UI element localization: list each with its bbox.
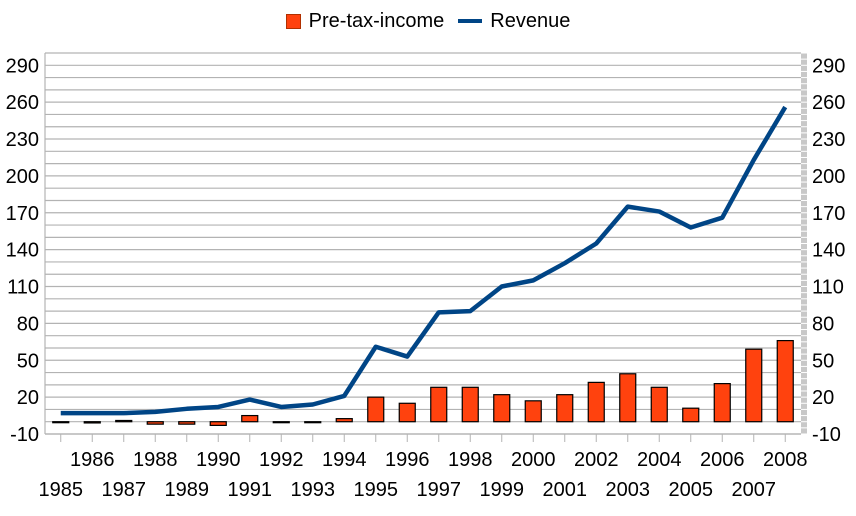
y-tick-label-right: -10 [812,424,841,446]
y-tick-label-left: 20 [17,387,39,409]
x-tick-label: 1999 [480,479,525,501]
x-tick-label: 1990 [196,449,241,471]
y-tick-label-right: 110 [812,277,844,299]
legend-item-revenue[interactable]: Revenue [458,10,570,33]
y-tick-label-left: 200 [6,166,39,188]
x-tick-label: 2001 [543,479,588,501]
x-tick-label: 1986 [70,449,115,471]
legend-label-pre-tax-income: Pre-tax-income [308,9,445,32]
y-tick-label-left: -10 [10,424,39,446]
y-tick-label-left: 80 [17,313,39,335]
bar-pre-tax-income [398,402,416,423]
x-tick-label: 2000 [511,449,556,471]
y-tick-label-right: 200 [812,166,845,188]
x-tick-label: 1997 [417,479,462,501]
bar-pre-tax-income [241,414,259,423]
legend: Pre-tax-income Revenue [0,7,856,35]
x-tick-label: 1998 [448,449,493,471]
y-tick-label-right: 260 [812,92,845,114]
x-tick-label: 2007 [732,479,777,501]
x-tick-label: 1991 [228,479,273,501]
revenue-line-group [60,105,788,416]
y-axis-left-labels: -10 20 50 80 110 140 170 200 230 260 290 [6,55,39,446]
x-tick-label: 1994 [322,449,367,471]
y-tick-label-right: 20 [812,387,834,409]
x-tick-label: 1992 [259,449,304,471]
bar-pre-tax-income [146,421,164,425]
x-tick-label: 2006 [700,449,745,471]
y-tick-label-right: 290 [812,55,845,77]
bar-pre-tax-income [493,394,511,423]
bar-pre-tax-income [650,386,668,423]
legend-swatch-pre-tax-income [285,13,301,29]
bar-pre-tax-income [745,348,763,423]
x-tick-label: 2008 [763,449,808,471]
y-tick-label-right: 50 [812,350,834,372]
y-tick-label-right: 230 [812,129,845,151]
bar-pre-tax-income [178,421,196,425]
x-axis-labels: 1985 1986 1987 1988 1989 1990 1991 1992 1993 1994… [39,449,808,501]
axes [44,52,807,442]
x-tick-label: 2005 [669,479,714,501]
grid-lines [45,52,801,435]
x-tick-label: 1985 [39,479,84,501]
bar-pre-tax-income [272,421,290,424]
x-tick-label: 2004 [637,449,682,471]
y-tick-label-left: 290 [6,55,39,77]
x-tick-label: 1987 [102,479,147,501]
y-tick-label-left: 140 [6,240,39,262]
legend-swatch-revenue [458,19,483,23]
y-tick-label-left: 50 [17,350,39,372]
x-tick-label: 1995 [354,479,399,501]
bar-pre-tax-income [776,339,794,423]
y-tick-label-left: 170 [6,203,39,225]
bar-pre-tax-income [430,386,448,423]
bar-pre-tax-income [335,418,353,423]
bar-pre-tax-income [461,386,479,423]
bar-pre-tax-income [83,421,101,424]
y-axis-right-labels: -10 20 50 80 110 140 170 200 230 260 290 [812,55,845,446]
x-tick-label: 2003 [606,479,651,501]
y-tick-label-right: 140 [812,240,845,262]
legend-label-revenue: Revenue [490,9,571,32]
legend-item-pre-tax-income[interactable]: Pre-tax-income [285,9,445,33]
bar-pre-tax-income [304,421,322,424]
x-tick-label: 1988 [133,449,178,471]
x-tick-label: 1996 [385,449,430,471]
y-tick-label-right: 170 [812,203,845,225]
bar-pre-tax-income [367,396,385,423]
bar-pre-tax-income [619,373,637,423]
x-tick-label: 2002 [574,449,619,471]
revenue-line [60,105,788,416]
bar-pre-tax-income [587,381,605,423]
x-tick-label: 1989 [165,479,210,501]
x-tick-label: 1993 [291,479,336,501]
bar-pre-tax-income [52,421,70,424]
y-tick-label-left: 260 [6,92,39,114]
bar-pre-tax-income [682,407,700,423]
bar-pre-tax-income [524,400,542,423]
bar-pre-tax-income [209,421,227,426]
y-tick-label-left: 230 [6,129,39,151]
bar-pre-tax-income [713,383,731,423]
bars [52,339,794,426]
bar-pre-tax-income [556,394,574,423]
y-tick-label-right: 80 [812,313,834,335]
bar-pre-tax-income [115,419,133,423]
y-tick-label-left: 110 [7,277,39,299]
